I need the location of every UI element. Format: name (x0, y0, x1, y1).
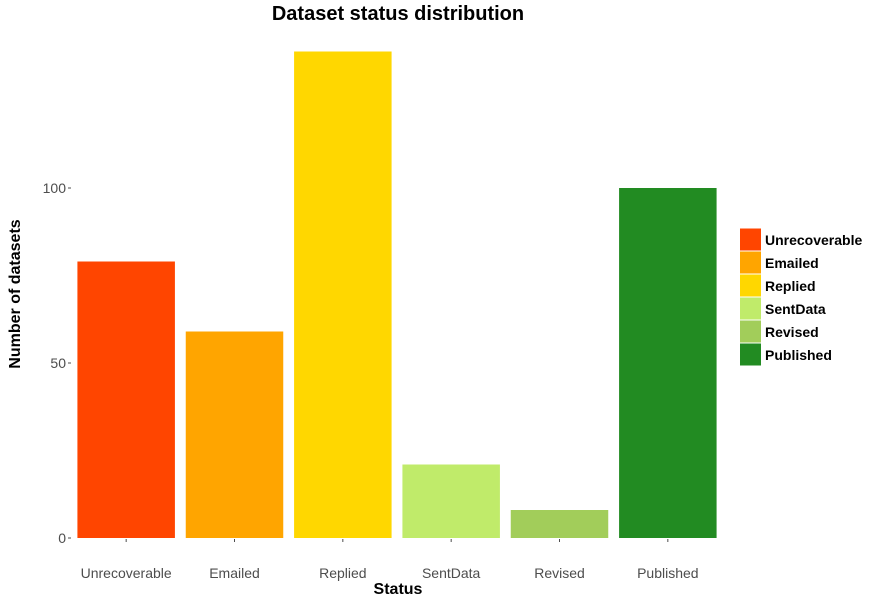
legend-swatch-published (740, 343, 761, 366)
bar-unrecoverable (77, 261, 175, 538)
y-axis: 0 50 100 (43, 180, 71, 546)
legend-label-published: Published (765, 347, 832, 363)
legend-label-revised: Revised (765, 324, 819, 340)
y-tick-label-0: 0 (58, 530, 66, 546)
bars (77, 51, 717, 538)
y-tick-label-50: 50 (50, 355, 66, 371)
chart-title: Dataset status distribution (272, 3, 524, 25)
bar-revised (510, 510, 609, 538)
x-tick-label-published: Published (637, 565, 699, 581)
bar-published (619, 188, 717, 538)
legend-swatch-revised (740, 320, 761, 343)
legend-swatch-replied (740, 274, 761, 297)
x-tick-label-sentdata: SentData (422, 565, 481, 581)
x-tick-label-emailed: Emailed (209, 565, 260, 581)
y-tick-label-100: 100 (43, 180, 67, 196)
x-axis: Unrecoverable Emailed Replied SentData Revis… (81, 539, 699, 581)
legend-label-emailed: Emailed (765, 255, 819, 271)
bar-sentdata (402, 464, 500, 538)
legend: Unrecoverable Emailed Replied SentData Revis… (740, 228, 862, 366)
legend-swatch-sentdata (740, 297, 761, 320)
x-tick-label-revised: Revised (534, 565, 585, 581)
legend-label-unrecoverable: Unrecoverable (765, 232, 862, 248)
y-axis-title: Number of datasets (7, 219, 24, 368)
legend-label-replied: Replied (765, 278, 816, 294)
legend-swatch-emailed (740, 251, 761, 274)
bar-replied (294, 51, 392, 538)
bar-emailed (185, 331, 284, 538)
legend-swatch-unrecoverable (740, 228, 761, 251)
x-tick-label-replied: Replied (319, 565, 366, 581)
x-axis-title: Status (374, 581, 423, 598)
legend-label-sentdata: SentData (765, 301, 826, 317)
x-tick-label-unrecoverable: Unrecoverable (81, 565, 172, 581)
